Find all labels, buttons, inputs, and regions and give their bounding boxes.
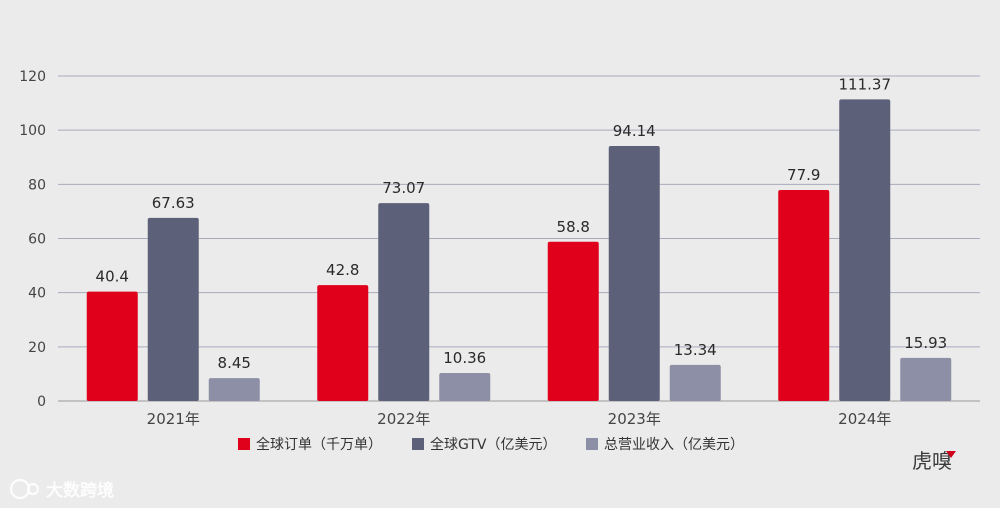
data-label: 8.45 [218, 354, 251, 372]
legend: 全球订单（千万单） 全球GTV（亿美元） 总营业收入（亿美元） [238, 436, 744, 453]
data-label: 94.14 [613, 122, 656, 140]
x-tick-label: 2024年 [838, 410, 891, 428]
watermark-text: 大数跨境 [46, 480, 114, 501]
y-axis: 0 20 40 60 80 100 120 [19, 69, 46, 410]
y-tick-label: 120 [19, 69, 46, 85]
x-tick-label: 2023年 [608, 410, 661, 428]
bar [608, 146, 660, 401]
bar [439, 372, 491, 401]
y-tick-label: 20 [28, 340, 46, 356]
legend-label: 全球订单（千万单） [256, 436, 382, 453]
data-label: 77.9 [787, 166, 820, 184]
bars [86, 99, 952, 401]
legend-label: 全球GTV（亿美元） [430, 436, 556, 453]
bar [669, 364, 721, 401]
bar [778, 190, 830, 401]
bar [378, 203, 430, 401]
legend-swatch [412, 438, 424, 450]
watermark-icon [9, 478, 40, 500]
y-tick-label: 40 [28, 286, 46, 302]
y-tick-label: 0 [37, 394, 46, 410]
legend-swatch [586, 438, 598, 450]
data-label: 40.4 [96, 268, 129, 286]
y-tick-label: 80 [28, 177, 46, 193]
bar [839, 99, 891, 401]
data-label: 111.37 [839, 75, 892, 93]
brand-logo-text: 虎嗅 [912, 449, 952, 473]
legend-label: 总营业收入（亿美元） [604, 437, 744, 453]
bar [900, 357, 952, 401]
data-label: 73.07 [382, 179, 425, 197]
data-label: 10.36 [443, 349, 486, 367]
grid-lines [58, 75, 980, 402]
bar [317, 285, 369, 401]
bar [147, 217, 199, 401]
brand-logo: 虎嗅 [912, 449, 956, 473]
bar [86, 291, 138, 401]
x-axis: 2021年 2022年 2023年 2024年 [147, 410, 892, 428]
brand-logo-mark [946, 451, 956, 458]
data-label: 58.8 [557, 218, 590, 236]
x-tick-label: 2021年 [147, 410, 200, 428]
data-label: 42.8 [326, 261, 359, 279]
data-labels: 40.4 67.63 8.45 42.8 73.07 10.36 58.8 94.14 13.3… [96, 75, 948, 372]
y-tick-label: 60 [28, 232, 46, 248]
bar [547, 241, 599, 401]
watermark: 大数跨境 [9, 478, 114, 501]
data-label: 13.34 [674, 341, 717, 359]
x-tick-label: 2022年 [377, 410, 430, 428]
data-label: 67.63 [152, 194, 195, 212]
bar [208, 378, 260, 401]
data-label: 15.93 [904, 334, 947, 352]
y-tick-label: 100 [19, 123, 46, 139]
legend-swatch [238, 438, 250, 450]
